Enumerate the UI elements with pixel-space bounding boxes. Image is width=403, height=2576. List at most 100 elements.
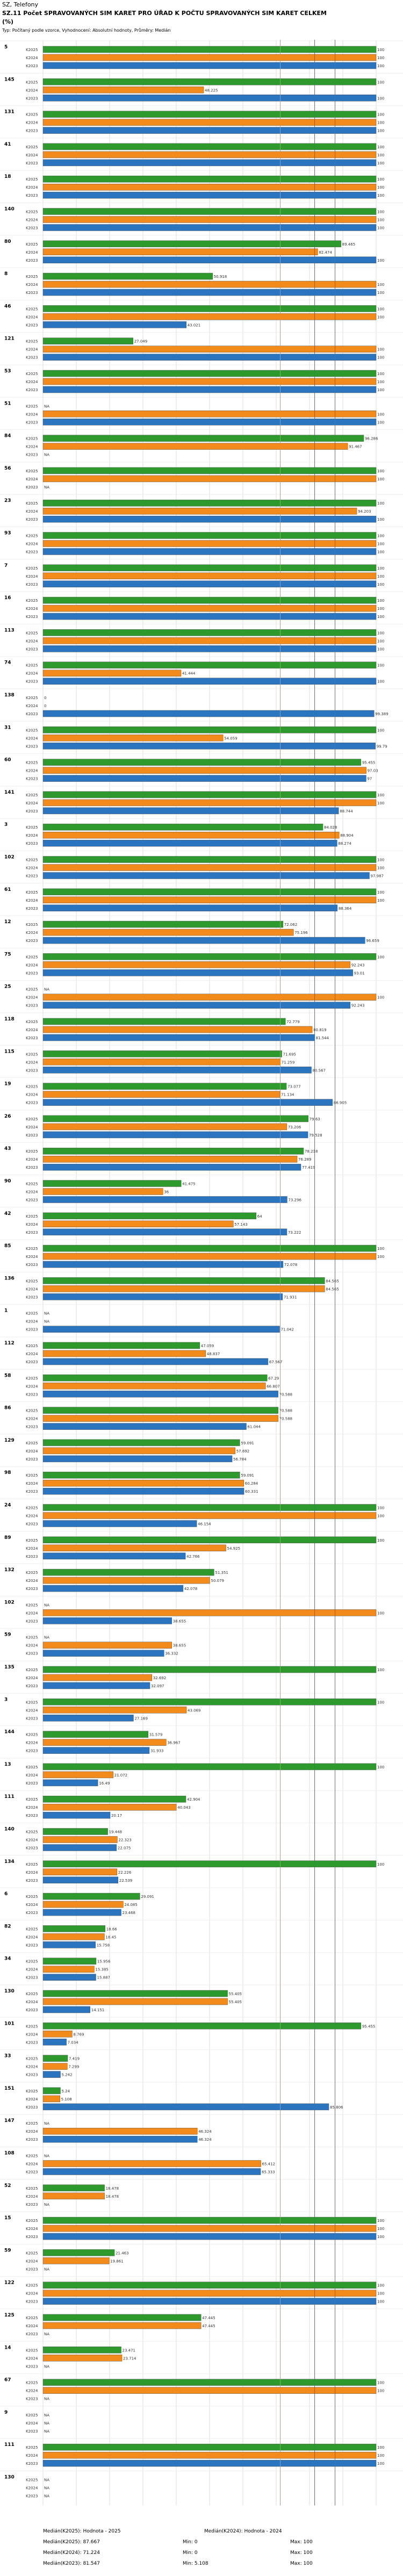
value-label: 40.043 xyxy=(177,1805,191,1810)
value-label: 100 xyxy=(377,1538,384,1543)
value-label: 78.218 xyxy=(305,1149,318,1154)
bar xyxy=(42,507,357,515)
series-label: K2024 xyxy=(26,283,38,287)
series-label: K2023 xyxy=(26,64,38,68)
series-label: K2025 xyxy=(26,501,38,506)
series-label: K2023 xyxy=(26,1133,38,1138)
series-label: K2024 xyxy=(26,1514,38,1519)
bar xyxy=(42,2031,73,2038)
value-label: 100 xyxy=(377,96,384,100)
value-label: 100 xyxy=(377,477,384,481)
series-label: K2023 xyxy=(26,2300,38,2304)
value-label: 41.475 xyxy=(182,1182,196,1186)
series-label: K2023 xyxy=(26,388,38,392)
value-label: 91.467 xyxy=(349,445,362,449)
value-label: 16.49 xyxy=(99,1781,110,1786)
bar xyxy=(42,2160,261,2167)
series-label: K2024 xyxy=(26,1546,38,1551)
series-label: K2024 xyxy=(26,1481,38,1486)
value-label: 100 xyxy=(377,380,384,384)
series-label: K2024 xyxy=(26,2194,38,2199)
value-label: 5.108 xyxy=(61,2097,72,2102)
series-label: K2024 xyxy=(26,2356,38,2361)
value-label: 100 xyxy=(377,866,384,870)
na-label: NA xyxy=(44,2486,49,2491)
bar xyxy=(42,2355,123,2362)
value-label: 57.143 xyxy=(234,1222,248,1227)
bar xyxy=(42,1803,177,1811)
bar xyxy=(42,1699,377,1706)
bar xyxy=(42,1520,197,1527)
bar xyxy=(42,1277,325,1284)
series-label: K2025 xyxy=(26,2251,38,2255)
category-label: 85 xyxy=(4,1243,11,1249)
series-label: K2024 xyxy=(26,2162,38,2167)
series-label: K2023 xyxy=(26,1101,38,1105)
series-label: K2025 xyxy=(26,1538,38,1543)
series-label: K2023 xyxy=(26,2397,38,2401)
bar xyxy=(42,87,204,93)
bar xyxy=(42,127,377,134)
category-label: 8 xyxy=(4,271,8,277)
bar xyxy=(42,2233,377,2240)
series-label: K2024 xyxy=(26,704,38,708)
bar xyxy=(42,2298,377,2305)
series-label: K2023 xyxy=(26,1490,38,1494)
value-label: 19.448 xyxy=(109,1830,123,1834)
value-label: 48.225 xyxy=(205,88,218,92)
chart-title: SZ.11 Počet SPRAVOVANÝCH SIM KARET PRO Ú… xyxy=(2,10,327,17)
bar xyxy=(42,2379,377,2386)
value-label: 92.243 xyxy=(351,1004,365,1008)
value-label: 55.405 xyxy=(229,2000,242,2004)
bar xyxy=(42,1536,377,1544)
value-label: 57.692 xyxy=(236,1449,250,1454)
series-label: K2025 xyxy=(26,80,38,84)
series-label: K2023 xyxy=(26,1263,38,1267)
bar xyxy=(42,208,377,215)
series-label: K2025 xyxy=(26,210,38,214)
series-label: K2023 xyxy=(26,2170,38,2175)
bar xyxy=(42,1811,111,1819)
series-label: K2025 xyxy=(26,631,38,635)
series-label: K2025 xyxy=(26,1117,38,1121)
bar xyxy=(42,920,284,928)
report-section-title: SZ, Telefony xyxy=(2,1,39,8)
value-label: 100 xyxy=(377,955,384,959)
value-label: 66.807 xyxy=(267,1384,279,1388)
series-label: K2024 xyxy=(26,1579,38,1583)
value-label: 100 xyxy=(377,890,384,895)
series-label: K2024 xyxy=(26,1287,38,1291)
series-label: K2025 xyxy=(26,761,38,765)
value-label: 100 xyxy=(377,1247,384,1251)
bar xyxy=(42,1326,280,1333)
series-label: K2024 xyxy=(26,769,38,773)
value-label: 73.206 xyxy=(288,1125,301,1129)
series-label: K2025 xyxy=(26,177,38,182)
series-label: K2025 xyxy=(26,1571,38,1575)
value-label: 55.405 xyxy=(229,1992,242,1996)
bar xyxy=(42,2095,60,2103)
category-label: 31 xyxy=(4,725,11,730)
value-label: 100 xyxy=(377,372,384,376)
bar xyxy=(42,1958,97,1965)
series-label: K2025 xyxy=(26,923,38,927)
value-label: 100 xyxy=(377,664,384,668)
value-label: 21.072 xyxy=(114,1773,128,1778)
series-label: K2024 xyxy=(26,2227,38,2231)
series-label: K2023 xyxy=(26,2203,38,2207)
value-label: 79.528 xyxy=(309,1133,322,1138)
series-label: K2023 xyxy=(26,517,38,522)
bar xyxy=(42,856,377,863)
bar xyxy=(42,2290,377,2297)
series-label: K2024 xyxy=(26,121,38,125)
bar xyxy=(42,386,377,393)
bar xyxy=(42,2314,202,2321)
bar xyxy=(42,888,377,896)
series-label: K2024 xyxy=(26,1028,38,1032)
na-label: NA xyxy=(44,1636,49,1640)
series-label: K2024 xyxy=(26,1968,38,1972)
bar xyxy=(42,1034,315,1041)
value-label: 100 xyxy=(377,129,384,133)
legend-entry: Medián(K2024): 71.224 xyxy=(43,2550,100,2556)
series-label: K2025 xyxy=(26,1960,38,1964)
